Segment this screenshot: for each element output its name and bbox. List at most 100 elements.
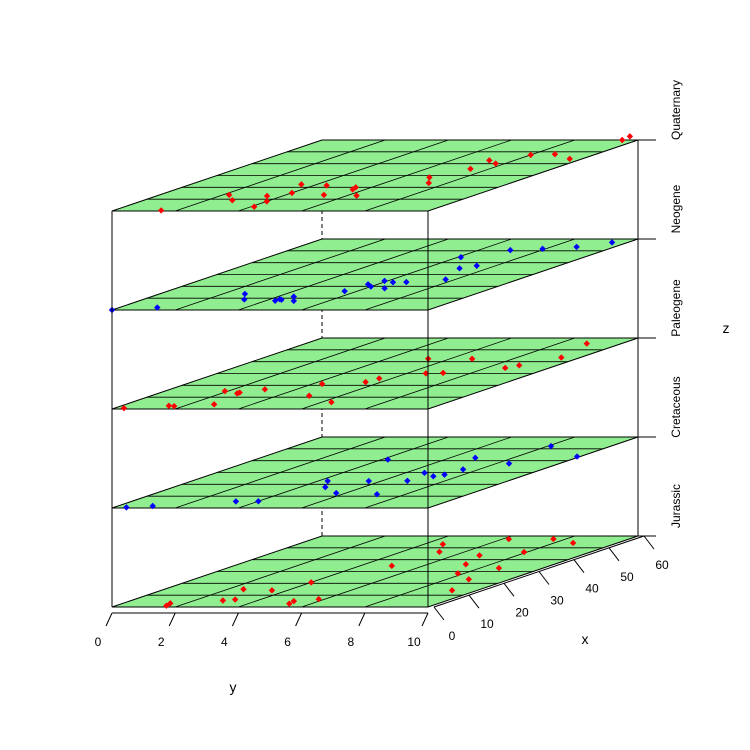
x-tick [608, 547, 620, 562]
data-point [221, 387, 229, 395]
layer-paleogene [111, 337, 639, 412]
data-point [436, 548, 443, 556]
data-point [381, 285, 388, 292]
data-point [454, 570, 462, 577]
data-point [539, 245, 546, 253]
data-point [167, 600, 174, 607]
data-point [384, 456, 392, 463]
data-point [619, 136, 626, 144]
y-tick [358, 612, 366, 627]
data-point [123, 504, 130, 511]
x-tick [503, 583, 515, 597]
z-axis-label: z [723, 320, 730, 336]
x-tick [538, 571, 550, 585]
data-point [231, 596, 239, 603]
y-tick [168, 612, 176, 627]
data-point [507, 246, 514, 254]
layer-jurassic [111, 535, 639, 609]
data-point [170, 402, 178, 410]
data-point [364, 281, 372, 288]
data-point [430, 473, 437, 480]
data-point [241, 296, 248, 303]
y-tick-label: 4 [221, 635, 228, 649]
data-point [467, 165, 474, 173]
data-point [495, 564, 503, 572]
data-point [551, 151, 559, 158]
data-point [120, 404, 128, 412]
z-tick-label: Quaternary [669, 80, 683, 140]
data-point [459, 466, 467, 473]
data-point [527, 151, 534, 159]
data-point [472, 454, 479, 462]
data-point [328, 398, 335, 406]
y-tick [105, 612, 113, 627]
data-point [241, 290, 249, 298]
data-point [550, 535, 557, 543]
data-point [365, 477, 372, 485]
data-point [448, 587, 456, 594]
data-point [250, 203, 258, 210]
x-tick-label: 10 [480, 617, 494, 631]
data-point [306, 392, 313, 399]
x-tick-label: 0 [449, 629, 456, 643]
data-point [376, 375, 383, 382]
y-axis-label: y [230, 679, 237, 695]
y-tick [295, 612, 303, 627]
layer-quaternary [111, 133, 639, 214]
data-point [404, 477, 411, 484]
data-point [381, 277, 388, 285]
data-point [520, 548, 528, 556]
layer-neogene [108, 238, 639, 314]
data-point [290, 597, 298, 605]
data-point [165, 402, 173, 410]
data-point [425, 179, 432, 187]
data-point [333, 489, 340, 497]
data-point [439, 541, 447, 548]
layers-group [108, 133, 639, 609]
data-point [288, 189, 296, 197]
data-point [626, 133, 634, 140]
data-point [229, 197, 236, 204]
data-point [308, 579, 315, 586]
data-point [486, 157, 493, 164]
data-point [268, 587, 276, 594]
x-axis-label: x [582, 631, 589, 647]
data-point [298, 181, 305, 188]
data-point [232, 498, 240, 505]
data-point [255, 498, 262, 505]
data-point [341, 287, 348, 295]
data-point [456, 265, 463, 272]
data-point [558, 354, 565, 361]
data-point [290, 297, 297, 305]
y-tick-label: 0 [95, 635, 102, 649]
data-point [315, 595, 322, 603]
data-point [468, 355, 476, 363]
data-point [573, 453, 581, 460]
data-point [421, 469, 428, 477]
data-point [608, 239, 616, 246]
y-tick-label: 6 [284, 635, 291, 649]
data-point [505, 460, 513, 467]
z-tick-label: Neogene [669, 184, 683, 233]
data-point [263, 198, 270, 205]
data-point [290, 293, 297, 300]
data-point [441, 471, 448, 478]
data-point [154, 304, 161, 311]
z-tick-label: Paleogene [669, 279, 683, 337]
data-point [505, 535, 513, 543]
y-tick-label: 8 [347, 635, 354, 649]
data-point [547, 442, 555, 450]
data-point [323, 182, 330, 189]
data-point [352, 184, 359, 191]
data-point [462, 561, 470, 568]
x-tick [468, 594, 480, 609]
y-tick-label: 2 [158, 635, 165, 649]
data-point [234, 390, 241, 397]
data-point [157, 207, 165, 214]
data-point [476, 552, 483, 559]
data-point [149, 502, 156, 510]
data-point [322, 483, 329, 491]
data-point [457, 254, 465, 261]
y-tick [231, 612, 239, 627]
data-point [240, 586, 247, 593]
